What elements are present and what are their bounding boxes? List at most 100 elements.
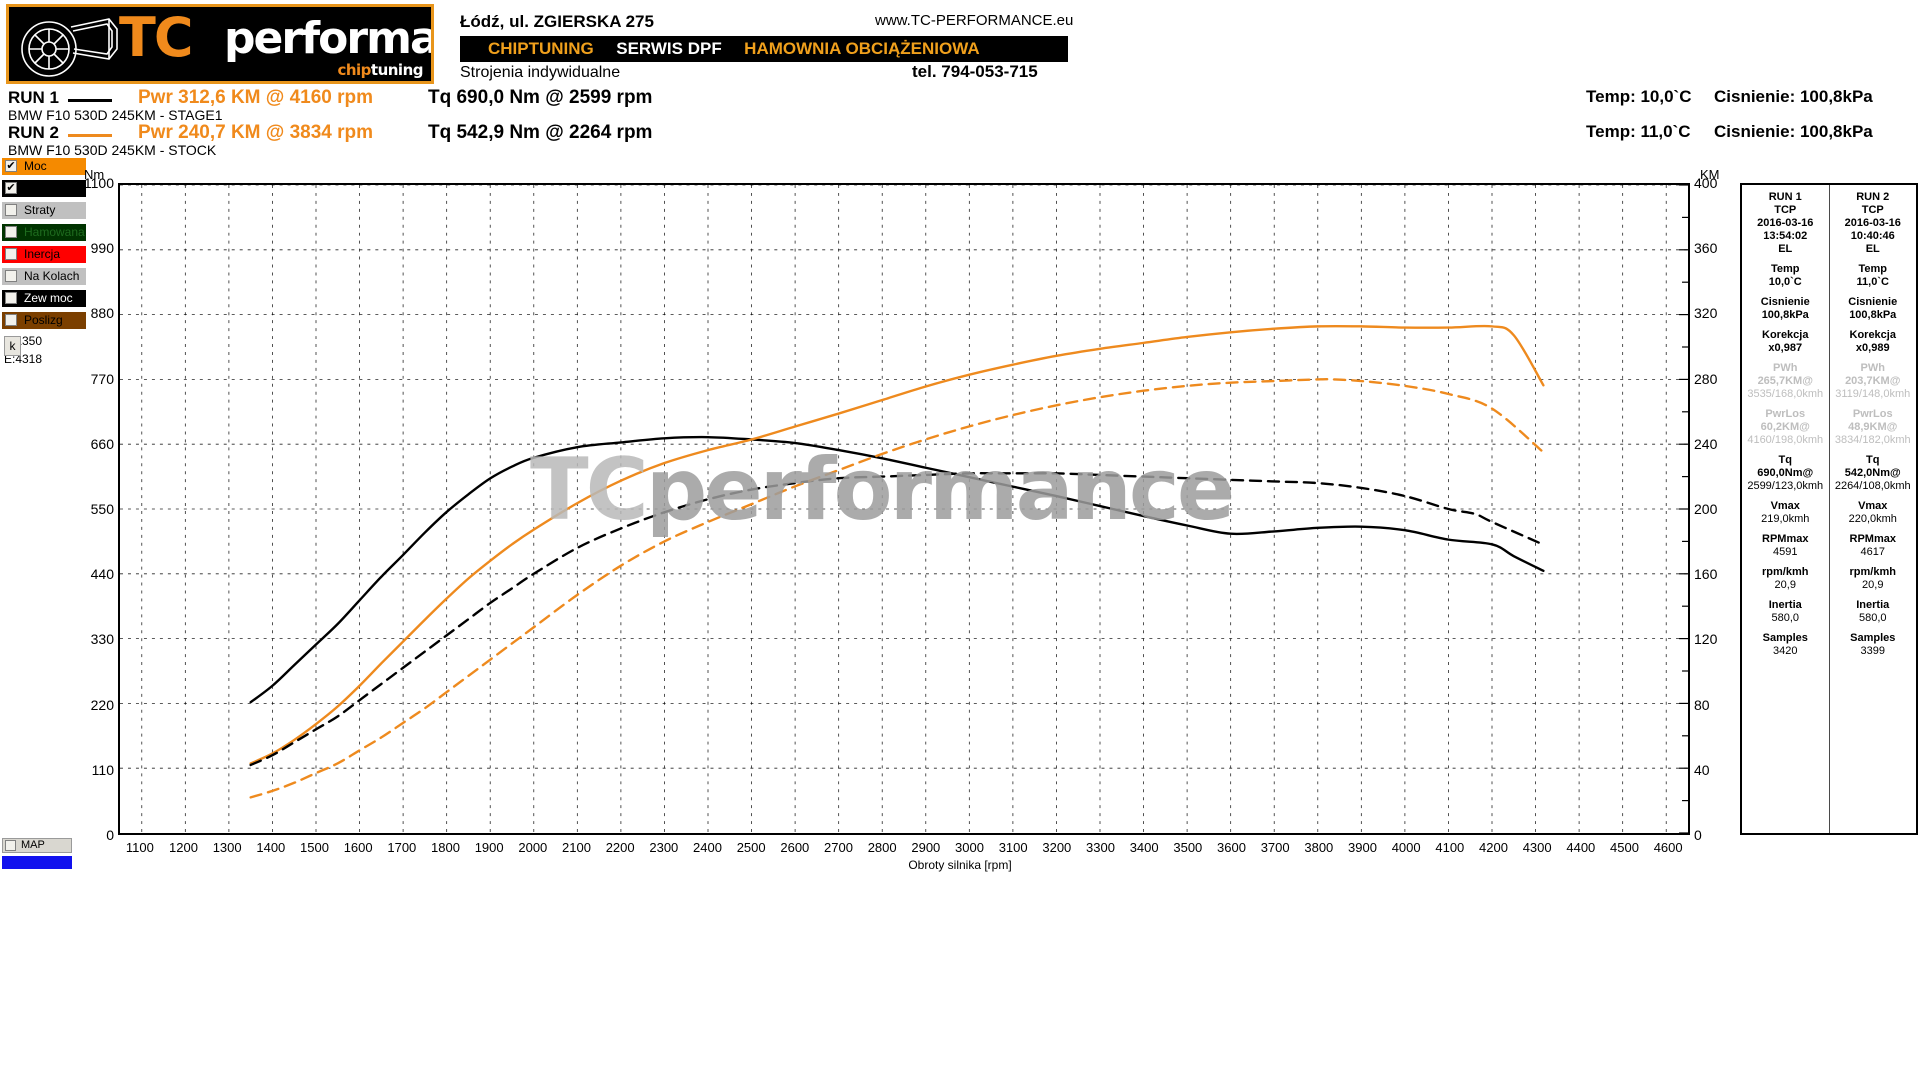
- watermark: TCperformance: [530, 440, 1235, 540]
- y-axis-right-ticks: 0 40 80 120 160 200 240 280 320 360 400: [1694, 175, 1740, 843]
- sidebar-item-poslizg[interactable]: Poslizg: [2, 312, 86, 329]
- sidebar-label-na-kolach: Na Kolach: [24, 269, 80, 283]
- stats-tq-value2: 2599/123,0kmh: [1747, 480, 1824, 492]
- sidebar-item-straty[interactable]: Straty: [2, 202, 86, 219]
- run-stats-column-2: RUN 2 TCP 2016-03-16 10:40:46 EL Temp 11,…: [1828, 185, 1917, 833]
- x-tick: 1200: [169, 840, 198, 855]
- stats-korekcja-value: x0,987: [1768, 342, 1803, 354]
- stats-korekcja: Korekcja x0,987: [1742, 329, 1829, 355]
- checkbox-straty[interactable]: [5, 204, 17, 216]
- stats-tq: Tq 690,0Nm@ 2599/123,0kmh: [1742, 454, 1829, 493]
- stats-pressure-label: Cisnienie: [1848, 296, 1898, 308]
- run1-pressure: Cisnienie: 100,8kPa: [1714, 87, 1873, 106]
- stats-samples: Samples 3399: [1830, 632, 1917, 658]
- stats-inertia-label: Inertia: [1768, 599, 1802, 611]
- stats-rpmkmh-value: 20,9: [1862, 579, 1884, 591]
- sidebar-label-poslizg: Poslizg: [24, 313, 63, 327]
- run2-label: RUN 2: [8, 123, 60, 142]
- watermark-performance: performance: [645, 440, 1235, 540]
- x-tick: 4200: [1479, 840, 1508, 855]
- stats-mode: EL: [1778, 243, 1793, 255]
- y-tick-right: 400: [1694, 175, 1718, 191]
- dyno-chart[interactable]: [118, 183, 1690, 835]
- checkbox-tq[interactable]: ✔: [5, 182, 17, 194]
- stats-samples-value: 3420: [1773, 645, 1798, 657]
- x-tick: 4500: [1610, 840, 1639, 855]
- stats-tq-value1: 690,0Nm@: [1757, 467, 1814, 479]
- y-tick-right: 320: [1694, 305, 1718, 322]
- stats-temp-value: 10,0`C: [1768, 276, 1802, 288]
- stats-tq-label: Tq: [1866, 454, 1880, 466]
- brand-logo: TC performance chiptuning: [6, 4, 434, 84]
- stats-rpmmax: RPMmax 4617: [1830, 533, 1917, 559]
- x-tick: 1900: [474, 840, 504, 855]
- series-line: [249, 435, 1545, 704]
- stats-operator: TCP: [1861, 204, 1884, 216]
- run2-line-swatch: [68, 134, 112, 137]
- x-tick: 3000: [955, 840, 984, 855]
- y-tick-right: 280: [1694, 370, 1718, 387]
- stats-vmax-label: Vmax: [1770, 500, 1800, 512]
- x-tick: 2400: [693, 840, 722, 855]
- map-toggle[interactable]: MAP: [2, 838, 72, 853]
- map-label: MAP: [21, 839, 45, 851]
- sidebar-label-moc: Moc: [24, 159, 47, 173]
- stats-inertia: Inertia 580,0: [1742, 599, 1829, 625]
- run2-vehicle: BMW F10 530D 245KM - STOCK: [8, 142, 217, 158]
- sidebar-item-na-kolach[interactable]: Na Kolach: [2, 268, 86, 285]
- x-tick: 2500: [736, 840, 766, 855]
- x-tick: 1100: [125, 840, 154, 855]
- logo-text-performance: performance: [224, 13, 434, 64]
- checkbox-poslizg[interactable]: [5, 314, 17, 326]
- stats-time: 10:40:46: [1850, 230, 1895, 242]
- service-hamownia: HAMOWNIA OBCIĄŻENIOWA: [744, 39, 980, 58]
- stats-tq-value2: 2264/108,0kmh: [1834, 480, 1911, 492]
- x-tick: 2700: [824, 840, 853, 855]
- x-tick: 2100: [562, 840, 591, 855]
- stats-pwrlos: PwrLos 60,2KM@ 4160/198,0kmh: [1742, 408, 1829, 447]
- run1-vehicle: BMW F10 530D 245KM - STAGE1: [8, 107, 223, 123]
- y-tick-left: 220: [90, 696, 114, 713]
- stats-pwh-value2: 3535/168,0kmh: [1747, 388, 1824, 400]
- y-tick-left: 1100: [83, 175, 114, 191]
- company-address: Łódź, ul. ZGIERSKA 275: [460, 12, 654, 31]
- y-tick-left: 770: [90, 370, 114, 387]
- dyno-chart-svg: [118, 183, 1690, 835]
- stats-pressure-value: 100,8kPa: [1849, 309, 1897, 321]
- run-stats-column-1: RUN 1 TCP 2016-03-16 13:54:02 EL Temp 10,…: [1742, 185, 1829, 833]
- x-tick: 1300: [212, 840, 242, 855]
- sidebar-item-tq[interactable]: ✔: [2, 180, 86, 197]
- checkbox-inercja[interactable]: [5, 248, 17, 260]
- stats-temp: Temp 10,0`C: [1742, 263, 1829, 289]
- stats-operator: TCP: [1774, 204, 1797, 216]
- checkbox-na-kolach[interactable]: [5, 270, 17, 282]
- stats-mode: EL: [1865, 243, 1880, 255]
- checkbox-map[interactable]: [5, 840, 16, 851]
- sidebar-label-straty: Straty: [24, 203, 56, 217]
- logo-chip-part: chip: [337, 61, 371, 79]
- y-tick-left: 0: [106, 827, 114, 843]
- series-line: [249, 472, 1545, 767]
- stats-rpmkmh-label: rpm/kmh: [1849, 566, 1896, 578]
- stats-rpmmax-label: RPMmax: [1762, 533, 1809, 545]
- checkbox-hamowana[interactable]: [5, 226, 17, 238]
- service-serwis-dpf: SERWIS DPF: [616, 39, 722, 58]
- y-tick-left: 110: [91, 761, 114, 778]
- sidebar-item-hamowana[interactable]: Hamowana: [2, 224, 86, 241]
- y-axis-left-ticks: 0 110 220 330 440 550 660 770 880 990 1100: [78, 175, 114, 843]
- stats-temp-label: Temp: [1770, 263, 1800, 275]
- x-tick: 3600: [1217, 840, 1246, 855]
- sidebar-item-inercja[interactable]: Inercja: [2, 246, 86, 263]
- k-button[interactable]: k: [4, 336, 21, 356]
- sidebar-item-moc[interactable]: ✔ Moc: [2, 158, 86, 175]
- checkbox-zew-moc-str[interactable]: [5, 292, 17, 304]
- x-tick: 3500: [1173, 840, 1203, 855]
- run1-torque-readout: Tq 690,0 Nm @ 2599 rpm: [428, 87, 653, 108]
- y-tick-left: 550: [90, 501, 114, 517]
- stats-rpmmax-value: 4617: [1860, 546, 1885, 558]
- y-tick-right: 40: [1694, 761, 1710, 778]
- checkbox-moc[interactable]: ✔: [5, 160, 17, 172]
- sidebar-item-zew-moc-str[interactable]: Zew moc str: [2, 290, 86, 322]
- sidebar-label-hamowana: Hamowana: [24, 225, 85, 239]
- stats-temp-value: 11,0`C: [1856, 276, 1889, 288]
